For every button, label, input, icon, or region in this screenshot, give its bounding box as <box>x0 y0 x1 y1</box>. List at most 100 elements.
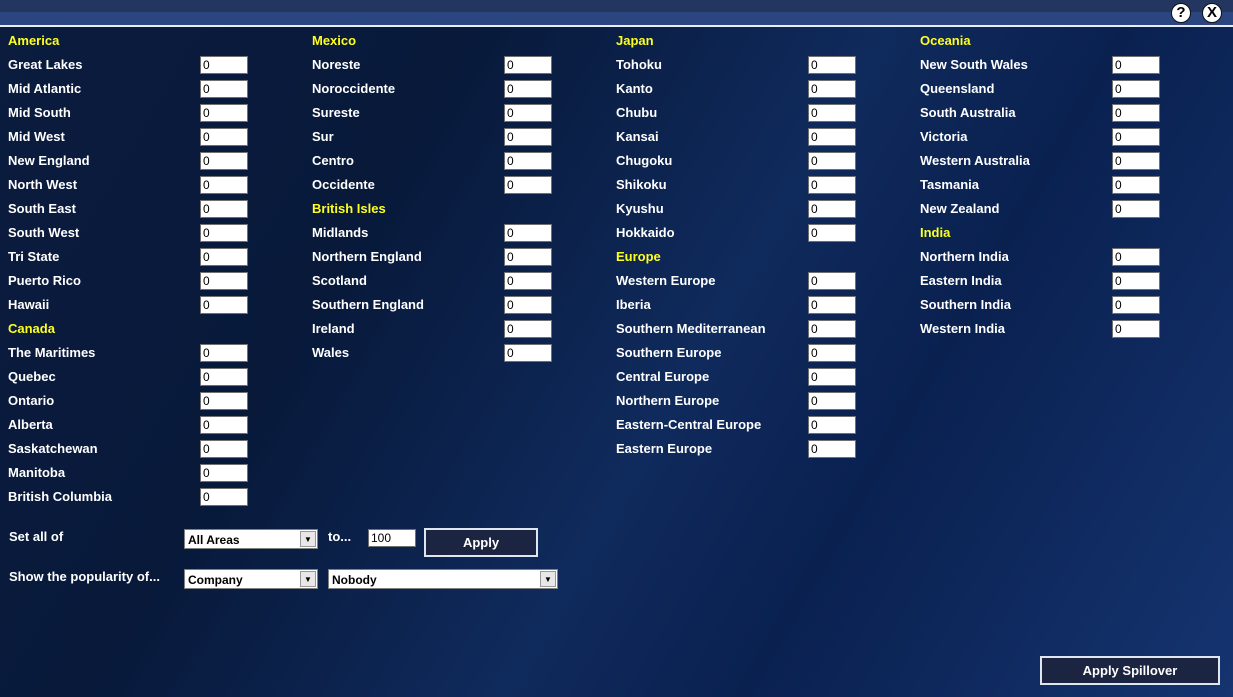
region-label: Great Lakes <box>8 57 83 72</box>
region-label: South East <box>8 201 76 216</box>
region-value-input[interactable] <box>200 80 248 98</box>
region-value-input[interactable] <box>808 200 856 218</box>
region-value-input[interactable] <box>808 392 856 410</box>
region-value-input[interactable] <box>200 368 248 386</box>
region-value-input[interactable] <box>504 224 552 242</box>
region-label: Puerto Rico <box>8 273 81 288</box>
region-label: Kyushu <box>616 201 664 216</box>
region-value-input[interactable] <box>808 56 856 74</box>
region-label: Central Europe <box>616 369 710 384</box>
region-value-input[interactable] <box>808 296 856 314</box>
region-value-input[interactable] <box>1112 248 1160 266</box>
region-value-input[interactable] <box>504 80 552 98</box>
set-all-value-input[interactable] <box>368 529 416 547</box>
help-icon[interactable]: ? <box>1171 3 1191 23</box>
region-value-input[interactable] <box>1112 56 1160 74</box>
region-value-input[interactable] <box>1112 80 1160 98</box>
region-label: Chugoku <box>616 153 673 168</box>
region-value-input[interactable] <box>808 104 856 122</box>
area-select[interactable]: All Areas ▼ <box>184 529 318 549</box>
region-value-input[interactable] <box>504 344 552 362</box>
region-label: New South Wales <box>920 57 1028 72</box>
region-label: Tohoku <box>616 57 662 72</box>
region-label: Iberia <box>616 297 651 312</box>
region-label: Northern England <box>312 249 422 264</box>
section-header: British Isles <box>312 201 386 216</box>
region-label: Wales <box>312 345 350 360</box>
section-header: India <box>920 225 951 240</box>
region-label: South West <box>8 225 80 240</box>
region-label: Occidente <box>312 177 375 192</box>
region-value-input[interactable] <box>1112 104 1160 122</box>
region-value-input[interactable] <box>504 128 552 146</box>
region-label: Southern Europe <box>616 345 722 360</box>
region-value-input[interactable] <box>808 176 856 194</box>
region-value-input[interactable] <box>1112 272 1160 290</box>
popularity-target-select[interactable]: Nobody ▼ <box>328 569 558 589</box>
set-all-label: Set all of <box>9 529 64 544</box>
region-value-input[interactable] <box>808 152 856 170</box>
region-label: Alberta <box>8 417 53 432</box>
region-label: Noroccidente <box>312 81 396 96</box>
region-value-input[interactable] <box>1112 320 1160 338</box>
region-label: Kanto <box>616 81 653 96</box>
region-label: Mid West <box>8 129 65 144</box>
region-value-input[interactable] <box>808 368 856 386</box>
region-label: New Zealand <box>920 201 1000 216</box>
section-header: Mexico <box>312 33 357 48</box>
region-value-input[interactable] <box>200 56 248 74</box>
region-value-input[interactable] <box>200 464 248 482</box>
region-value-input[interactable] <box>200 488 248 506</box>
region-value-input[interactable] <box>200 152 248 170</box>
region-value-input[interactable] <box>200 176 248 194</box>
region-value-input[interactable] <box>808 440 856 458</box>
region-value-input[interactable] <box>808 320 856 338</box>
region-value-input[interactable] <box>1112 296 1160 314</box>
section-header: Japan <box>616 33 654 48</box>
region-value-input[interactable] <box>200 416 248 434</box>
apply-spillover-button[interactable]: Apply Spillover <box>1040 656 1220 685</box>
region-value-input[interactable] <box>200 392 248 410</box>
region-value-input[interactable] <box>200 296 248 314</box>
region-value-input[interactable] <box>504 272 552 290</box>
region-value-input[interactable] <box>808 272 856 290</box>
region-label: Midlands <box>312 225 369 240</box>
region-value-input[interactable] <box>200 200 248 218</box>
region-value-input[interactable] <box>808 224 856 242</box>
region-value-input[interactable] <box>200 248 248 266</box>
region-label: Southern Mediterranean <box>616 321 766 336</box>
region-label: Tasmania <box>920 177 980 192</box>
region-value-input[interactable] <box>200 440 248 458</box>
region-value-input[interactable] <box>200 224 248 242</box>
region-label: Quebec <box>8 369 56 384</box>
region-value-input[interactable] <box>504 56 552 74</box>
region-value-input[interactable] <box>200 128 248 146</box>
region-value-input[interactable] <box>808 128 856 146</box>
region-label: Ireland <box>312 321 355 336</box>
popularity-type-select[interactable]: Company ▼ <box>184 569 318 589</box>
region-value-input[interactable] <box>504 296 552 314</box>
region-label: Hawaii <box>8 297 50 312</box>
region-value-input[interactable] <box>504 176 552 194</box>
to-label: to... <box>328 529 352 544</box>
region-value-input[interactable] <box>504 248 552 266</box>
region-value-input[interactable] <box>200 104 248 122</box>
region-value-input[interactable] <box>808 344 856 362</box>
region-value-input[interactable] <box>200 344 248 362</box>
close-icon[interactable]: X <box>1202 3 1222 23</box>
region-label: Northern India <box>920 249 1009 264</box>
region-value-input[interactable] <box>504 104 552 122</box>
region-label: Chubu <box>616 105 658 120</box>
region-value-input[interactable] <box>808 416 856 434</box>
region-value-input[interactable] <box>1112 128 1160 146</box>
chevron-down-icon: ▼ <box>300 571 316 587</box>
region-value-input[interactable] <box>1112 152 1160 170</box>
chevron-down-icon: ▼ <box>300 531 316 547</box>
region-value-input[interactable] <box>200 272 248 290</box>
region-value-input[interactable] <box>504 320 552 338</box>
apply-button[interactable]: Apply <box>424 528 538 557</box>
region-value-input[interactable] <box>808 80 856 98</box>
region-value-input[interactable] <box>1112 176 1160 194</box>
region-value-input[interactable] <box>1112 200 1160 218</box>
region-value-input[interactable] <box>504 152 552 170</box>
